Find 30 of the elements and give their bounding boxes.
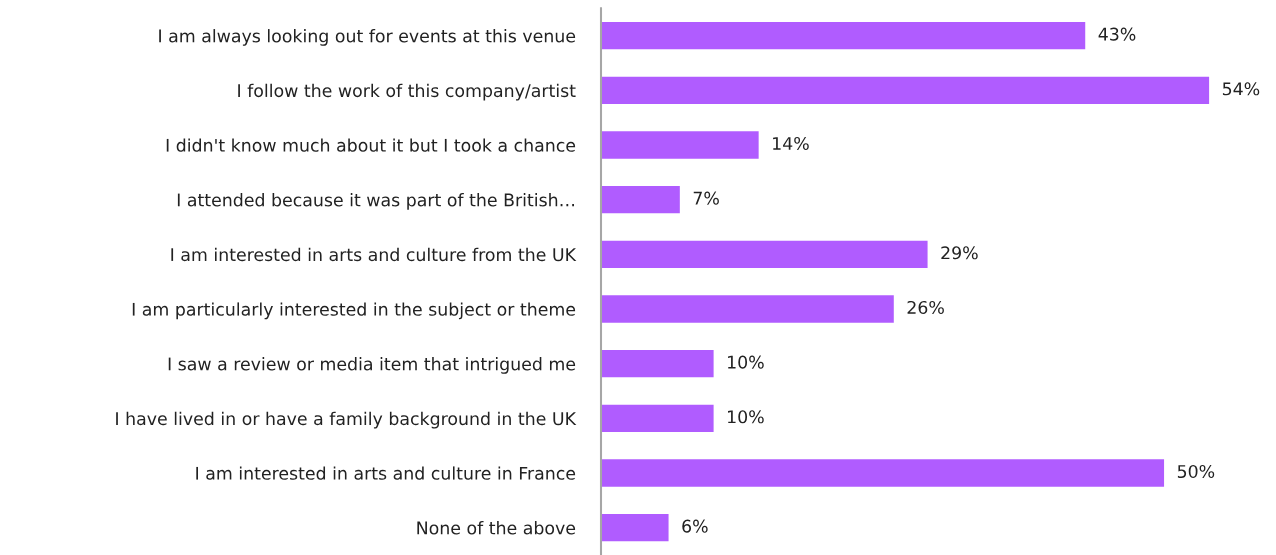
bar [601,185,680,214]
data-label: 50% [1177,464,1215,479]
bar [601,459,1165,487]
data-label: 6% [682,519,708,533]
data-label: 26% [907,300,944,315]
bar [601,404,714,432]
data-label: 10% [728,355,764,369]
y-tick-label: I attended because it was part of the British… [177,193,574,210]
data-label: 14% [773,136,809,151]
data-label: 54% [1222,82,1260,96]
data-label: 43% [1098,27,1136,41]
bar [601,240,928,268]
data-label: 29% [941,246,978,260]
bar [601,514,669,542]
y-tick-label: I am interested in arts and culture from the UK [171,247,577,262]
y-tick-label: I am particularly interested in the subject or theme [132,302,576,320]
bar [601,21,1086,50]
y-tick-label: I am always looking out for events at this venue [159,29,576,46]
y-tick-label: I saw a review or media item that intrigued me [168,357,576,374]
data-label: 10% [728,410,764,424]
bar [601,350,714,378]
y-tick-label: None of the above [417,521,576,535]
y-tick-label: I am interested in arts and culture in France [196,466,576,480]
bar [601,131,759,159]
y-tick-label: I follow the work of this company/artist [238,83,576,101]
data-label: 7% [693,191,719,205]
bar [601,76,1210,104]
y-tick-label: I didn't know much about it but I took a chance [166,138,576,152]
bar [601,295,894,323]
y-tick-label: I have lived in or have a family background in the UK [116,411,577,429]
